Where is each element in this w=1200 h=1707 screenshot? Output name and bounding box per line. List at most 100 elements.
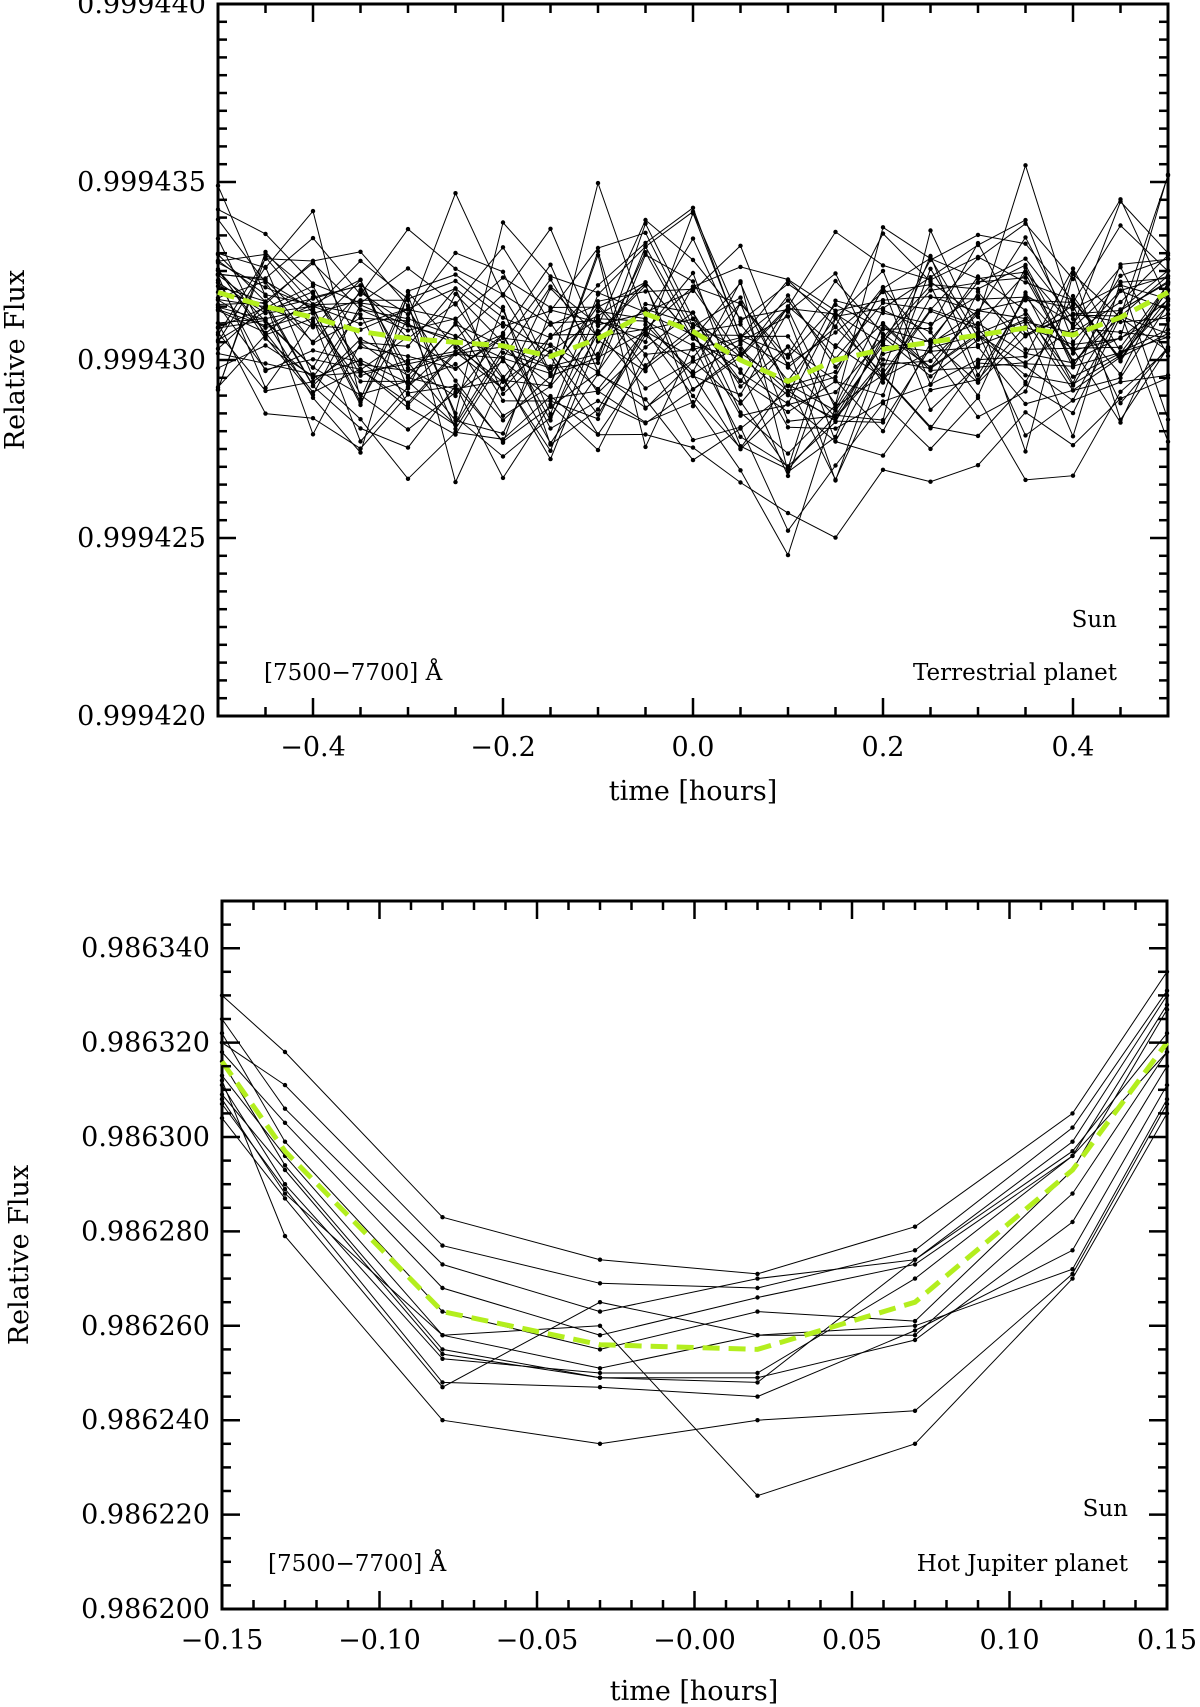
data-point <box>690 373 696 379</box>
data-point <box>1164 1049 1170 1055</box>
data-point <box>755 1493 760 1498</box>
data-point <box>975 232 981 238</box>
data-point <box>219 1073 225 1078</box>
data-point <box>453 414 458 420</box>
data-point <box>310 372 316 377</box>
data-point <box>1165 334 1171 340</box>
data-point <box>310 357 316 362</box>
data-point <box>310 323 316 328</box>
data-point <box>833 379 838 384</box>
star-label: Sun <box>1083 1496 1129 1522</box>
planet-type-label: Hot Jupiter planet <box>917 1551 1129 1577</box>
data-point <box>219 1049 225 1055</box>
data-point <box>833 302 838 307</box>
data-point <box>500 275 506 280</box>
data-point <box>215 284 221 289</box>
data-point <box>595 360 601 366</box>
data-point <box>975 308 981 313</box>
data-point <box>358 370 363 375</box>
data-point <box>975 326 981 331</box>
data-point <box>548 426 553 431</box>
data-point <box>1070 1111 1075 1116</box>
data-point <box>597 1375 603 1380</box>
data-point <box>358 392 363 397</box>
data-point <box>833 439 838 444</box>
data-point <box>690 358 696 363</box>
x-tick-label: −0.10 <box>338 1625 421 1656</box>
data-point <box>928 479 933 484</box>
data-point <box>833 416 838 421</box>
data-point <box>690 404 696 409</box>
data-point <box>880 335 886 340</box>
data-point <box>595 180 601 186</box>
data-point <box>975 393 981 398</box>
data-point <box>282 1120 288 1126</box>
data-point <box>453 383 458 389</box>
data-point <box>500 315 506 320</box>
data-point <box>1165 344 1171 350</box>
data-point <box>282 1182 288 1187</box>
data-point <box>500 391 506 397</box>
data-point <box>595 412 601 417</box>
data-point <box>453 393 458 399</box>
data-point <box>440 1380 445 1385</box>
data-point <box>643 363 648 368</box>
data-point <box>975 365 981 370</box>
data-point <box>880 263 886 268</box>
y-tick-label: 0.986280 <box>81 1216 210 1247</box>
data-point <box>690 336 696 341</box>
data-point <box>440 1215 445 1220</box>
data-point <box>1118 375 1123 381</box>
light-curve-line <box>221 1032 1168 1383</box>
data-point <box>833 374 838 380</box>
data-point <box>880 321 886 326</box>
data-point <box>785 393 791 398</box>
data-point <box>405 360 411 365</box>
data-point <box>405 373 411 379</box>
data-point <box>215 385 221 390</box>
data-point <box>358 446 363 451</box>
data-point <box>833 330 838 335</box>
data-point <box>358 336 363 342</box>
data-point <box>785 293 791 298</box>
data-point <box>928 337 933 342</box>
data-point <box>595 299 601 304</box>
data-point <box>785 552 791 558</box>
data-point <box>405 427 411 432</box>
data-point <box>1070 271 1076 277</box>
data-point <box>975 323 981 328</box>
data-point <box>453 272 458 277</box>
data-point <box>1023 319 1028 325</box>
data-point <box>215 207 221 212</box>
data-point <box>1070 1267 1075 1272</box>
data-point <box>690 279 696 284</box>
data-point <box>595 432 601 437</box>
data-point <box>643 421 648 426</box>
data-point <box>738 480 743 485</box>
data-point <box>1118 345 1123 350</box>
data-point <box>912 1333 918 1338</box>
data-point <box>500 418 506 423</box>
data-point <box>1118 273 1123 278</box>
data-point <box>975 357 981 362</box>
data-point <box>215 308 221 313</box>
x-tick-label: −0.4 <box>280 732 346 763</box>
data-point <box>1165 439 1171 444</box>
data-point <box>833 402 838 407</box>
data-point <box>785 364 791 369</box>
data-point <box>595 283 601 288</box>
data-point <box>755 1276 760 1281</box>
data-point <box>928 365 933 370</box>
data-point <box>548 456 553 462</box>
data-point <box>880 351 886 357</box>
data-point <box>880 429 886 434</box>
data-point <box>880 453 886 458</box>
data-point <box>358 249 363 254</box>
data-point <box>928 294 933 299</box>
data-point <box>738 367 743 372</box>
data-point <box>1023 410 1028 415</box>
data-point <box>595 390 601 395</box>
data-point <box>975 433 981 439</box>
data-point <box>912 1224 918 1229</box>
data-point <box>1070 1149 1075 1154</box>
